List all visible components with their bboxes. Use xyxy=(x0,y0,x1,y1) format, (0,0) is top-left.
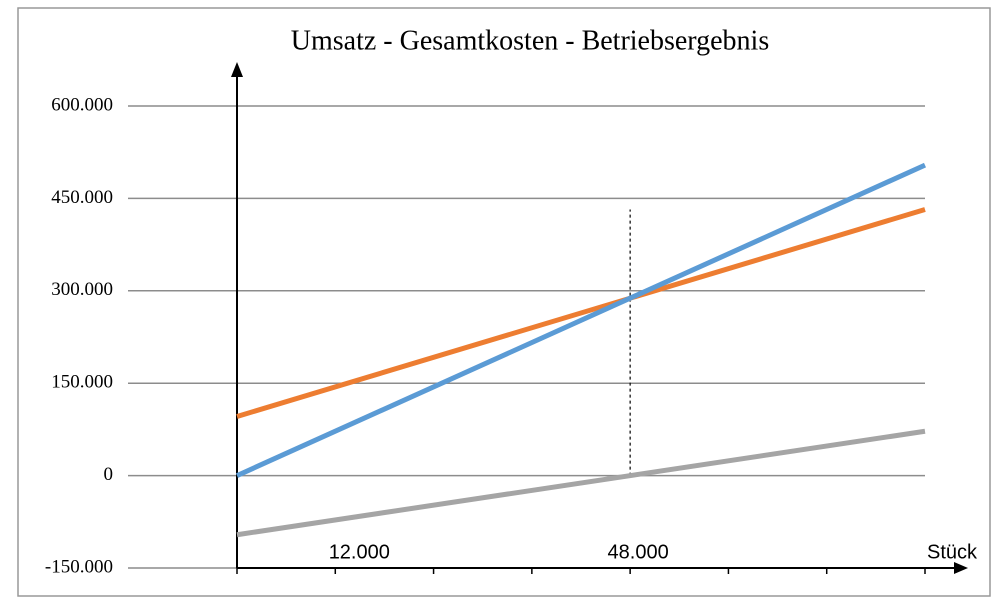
chart-title: Umsatz - Gesamtkosten - Betriebsergebnis xyxy=(291,25,769,56)
y-tick-label: 300.000 xyxy=(51,279,113,300)
chart-frame xyxy=(17,7,991,597)
x-axis-label: Stück xyxy=(927,541,978,563)
x-axis-arrow xyxy=(954,562,968,574)
x-tick-label: 48.000 xyxy=(608,541,669,563)
series-line xyxy=(236,207,926,419)
y-tick-label: 0 xyxy=(104,464,114,485)
x-tick-label: 12.000 xyxy=(329,541,390,563)
y-axis-arrow xyxy=(231,62,243,77)
y-tick-label: -150.000 xyxy=(45,556,113,577)
y-tick-label: 150.000 xyxy=(51,372,113,393)
series-line xyxy=(236,428,926,538)
y-tick-label: 450.000 xyxy=(51,187,113,208)
y-tick-label: 600.000 xyxy=(51,94,113,115)
series-line xyxy=(235,162,927,478)
